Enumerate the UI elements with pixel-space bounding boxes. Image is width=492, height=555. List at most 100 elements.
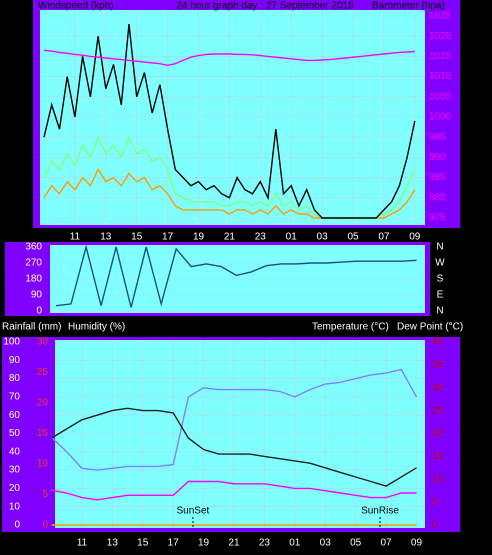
series-line bbox=[55, 244, 417, 308]
series-line bbox=[51, 480, 417, 501]
y-tick-label: 270 bbox=[25, 258, 42, 269]
y-tick-label: 15 bbox=[37, 428, 49, 439]
y-tick-label: 30 bbox=[19, 91, 31, 102]
y-tick-label: 1000 bbox=[429, 112, 452, 123]
x-tick-label: 05 bbox=[350, 538, 362, 549]
x-tick-label: 21 bbox=[224, 232, 236, 243]
legend-label: Rainfall (mm) bbox=[2, 322, 61, 333]
legend-label: Humidity (%) bbox=[68, 322, 125, 333]
y-tick-label: 990 bbox=[429, 152, 446, 163]
y-tick-label: 30 bbox=[9, 465, 21, 476]
y-tick-label: 35 bbox=[19, 71, 31, 82]
y-tick-label: 25 bbox=[432, 405, 444, 416]
y-tick-label: 10 bbox=[19, 172, 31, 183]
x-tick-label: 13 bbox=[100, 232, 112, 243]
y-tick-label: 25 bbox=[37, 367, 49, 378]
y-tick-label: 5 bbox=[24, 192, 30, 203]
y-tick-label: 985 bbox=[429, 172, 446, 183]
x-tick-label: 13 bbox=[107, 538, 119, 549]
x-tick-label: 17 bbox=[168, 538, 180, 549]
series-line bbox=[43, 24, 416, 219]
series-line bbox=[51, 368, 418, 471]
y-tick-label: 20 bbox=[19, 132, 31, 143]
x-tick-label: 09 bbox=[411, 538, 423, 549]
y-tick-label: E bbox=[437, 290, 444, 301]
y-tick-label: 5 bbox=[432, 497, 438, 508]
y-tick-label: 30 bbox=[37, 337, 49, 348]
x-tick-label: 17 bbox=[162, 232, 174, 243]
y-tick-label: 40 bbox=[19, 51, 31, 62]
x-tick-label: 05 bbox=[347, 232, 359, 243]
y-tick-label: 60 bbox=[9, 410, 21, 421]
y-tick-label: 50 bbox=[9, 428, 21, 439]
y-tick-label: 50 bbox=[19, 11, 31, 22]
y-tick-label: 995 bbox=[429, 132, 446, 143]
x-tick-label: 03 bbox=[320, 538, 332, 549]
y-tick-label: 40 bbox=[432, 337, 444, 348]
y-tick-label: 90 bbox=[9, 355, 21, 366]
y-tick-label: 0 bbox=[24, 213, 30, 224]
y-tick-label: 35 bbox=[432, 360, 444, 371]
y-tick-label: 1005 bbox=[429, 91, 452, 102]
x-tick-label: 23 bbox=[259, 538, 271, 549]
y-tick-label: 1020 bbox=[429, 31, 452, 42]
y-tick-label: 0 bbox=[432, 520, 438, 531]
y-tick-label: 20 bbox=[37, 398, 49, 409]
x-tick-label: 07 bbox=[381, 538, 393, 549]
legend-label: Dew Point (°C) bbox=[397, 322, 463, 333]
y-tick-label: 40 bbox=[9, 446, 21, 457]
y-tick-label: 0 bbox=[36, 306, 42, 317]
y-tick-label: 1025 bbox=[429, 11, 452, 22]
y-tick-label: 10 bbox=[9, 501, 21, 512]
plot-area bbox=[55, 340, 425, 528]
y-tick-label: 25 bbox=[19, 112, 31, 123]
x-tick-label: 11 bbox=[77, 538, 88, 549]
annotation: SunRise bbox=[361, 506, 399, 517]
y-tick-label: 0 bbox=[14, 520, 20, 531]
x-tick-label: 21 bbox=[228, 538, 240, 549]
y-tick-label: 1010 bbox=[429, 71, 452, 82]
y-tick-label: 10 bbox=[432, 474, 444, 485]
x-tick-label: 03 bbox=[317, 232, 329, 243]
y-tick-label: 975 bbox=[429, 213, 446, 224]
x-tick-label: 19 bbox=[193, 232, 205, 243]
y-tick-label: W bbox=[435, 258, 445, 269]
y-tick-label: 70 bbox=[9, 392, 21, 403]
series-line bbox=[43, 49, 415, 67]
annotation: SunSet bbox=[177, 506, 210, 517]
y-tick-label: 0 bbox=[42, 520, 48, 531]
y-tick-label: 30 bbox=[432, 382, 444, 393]
y-tick-label: N bbox=[436, 306, 443, 317]
x-tick-label: 11 bbox=[70, 232, 81, 243]
x-tick-label: 01 bbox=[289, 538, 301, 549]
legend-label: Temperature (°C) bbox=[312, 322, 389, 333]
y-tick-label: N bbox=[436, 242, 443, 253]
x-tick-label: 07 bbox=[378, 232, 390, 243]
y-tick-label: 20 bbox=[9, 483, 21, 494]
y-tick-label: S bbox=[437, 274, 444, 285]
y-tick-label: 1015 bbox=[429, 51, 452, 62]
y-tick-label: 90 bbox=[31, 290, 43, 301]
chart-title: 24 hour graph day : 27 September 2018 bbox=[176, 1, 354, 12]
y-tick-label: 5 bbox=[42, 489, 48, 500]
y-tick-label: 80 bbox=[9, 373, 21, 384]
x-tick-label: 19 bbox=[198, 538, 210, 549]
y-tick-label: 15 bbox=[432, 451, 444, 462]
y-tick-label: 100 bbox=[3, 337, 20, 348]
series-line bbox=[51, 407, 417, 487]
x-tick-label: 15 bbox=[131, 232, 143, 243]
y2-axis-title: Barometer (hpa) bbox=[372, 1, 445, 12]
x-tick-label: 23 bbox=[255, 232, 267, 243]
x-tick-label: 15 bbox=[137, 538, 149, 549]
y-tick-label: 360 bbox=[25, 242, 42, 253]
y-tick-label: 15 bbox=[19, 152, 31, 163]
x-tick-label: 01 bbox=[286, 232, 298, 243]
y-tick-label: 10 bbox=[37, 459, 49, 470]
y-tick-label: 20 bbox=[432, 428, 444, 439]
y-tick-label: 45 bbox=[19, 31, 31, 42]
y-tick-label: 180 bbox=[25, 274, 42, 285]
x-tick-label: 09 bbox=[409, 232, 421, 243]
y-tick-label: 980 bbox=[429, 192, 446, 203]
